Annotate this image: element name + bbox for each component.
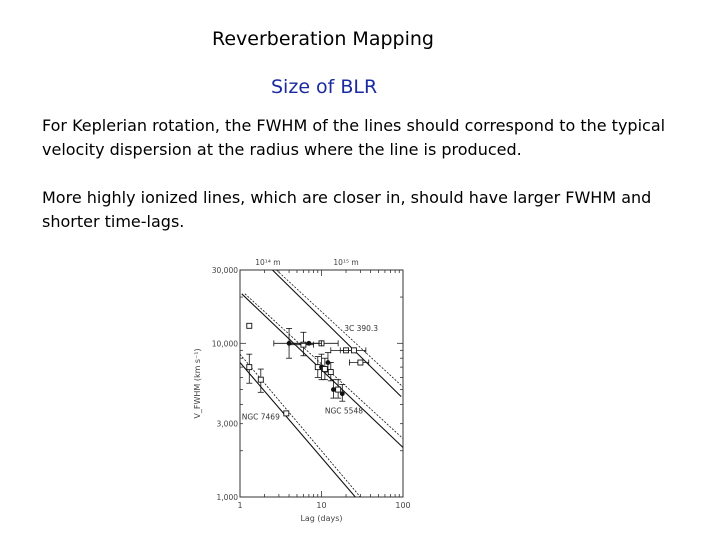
marker-square [335,386,342,393]
fit-line-3c-390-3-dashed [276,270,403,388]
data-points [246,322,370,417]
marker-square [257,376,264,383]
axis-labels: 1 10 100 1,000 3,000 10,000 30,000 10¹⁴ m 10¹⁵ m… [193,258,411,523]
paragraph-keplerian: For Keplerian rotation, the FWHM of the … [42,116,666,159]
marker-dot [306,340,312,346]
y-tick-label: 3,000 [217,420,239,429]
x-axis-title: Lag (days) [300,514,342,523]
fit-line-ngc-7469-line [240,362,356,497]
data-point-ngc-5548 [330,379,337,399]
y-tick-label: 10,000 [212,339,238,348]
x-tick-label: 1 [237,501,242,510]
marker-square [283,410,290,417]
marker-square [350,347,357,354]
fit-line-ngc-7469-dashed [240,353,361,497]
y-tick-label: 1,000 [217,493,239,502]
data-point-3c-390-3 [349,359,370,366]
chart-svg: 1 10 100 1,000 3,000 10,000 30,000 10¹⁴ m 10¹⁵ m… [193,258,411,523]
data-point-ngc-7469 [246,322,253,329]
fit-line-3c-390-3-line [272,270,402,398]
slide-title: Reverberation Mapping [212,28,434,50]
top-axis-label: 10¹⁵ m [333,258,358,267]
velocity-lag-chart: 1 10 100 1,000 3,000 10,000 30,000 10¹⁴ m 10¹⁵ m… [180,250,420,539]
y-axis-title: V_FWHM (km s⁻¹) [193,348,202,418]
axis-ticks [239,269,403,498]
marker-square [246,322,253,329]
data-point-ngc-7469 [283,410,290,417]
data-point-ngc-7469 [257,368,264,393]
data-point-ngc-7469 [246,353,253,384]
x-tick-label: 10 [316,501,326,510]
marker-dot [331,387,336,392]
data-point-ngc-5548 [327,362,334,382]
data-point-ngc-5548 [321,357,328,381]
annotation-ngc-5548: NGC 5548 [325,406,363,415]
marker-square [321,366,328,373]
marker-dot [339,391,345,397]
paragraph-ionized: More highly ionized lines, which are clo… [42,188,652,231]
data-point-ngc-5548 [339,384,346,402]
x-tick-label: 100 [395,501,410,510]
marker-square [300,341,307,348]
data-point-ngc-5548 [288,340,322,347]
plot-frame [239,269,404,498]
data-point-ngc-5548 [335,379,342,399]
annotation-ngc-7469: NGC 7469 [242,412,280,421]
marker-square [327,369,334,376]
marker-square [357,359,364,366]
data-point-3c-390-3 [339,347,367,354]
fit-line-ngc-5548-dashed [244,293,403,439]
marker-square [246,364,253,371]
y-tick-label: 30,000 [212,266,238,275]
annotation-3c-390-3: 3C 390.3 [344,324,378,333]
top-axis-label: 10¹⁴ m [255,258,280,267]
fit-lines [240,270,403,497]
slide-subtitle: Size of BLR [271,76,378,98]
